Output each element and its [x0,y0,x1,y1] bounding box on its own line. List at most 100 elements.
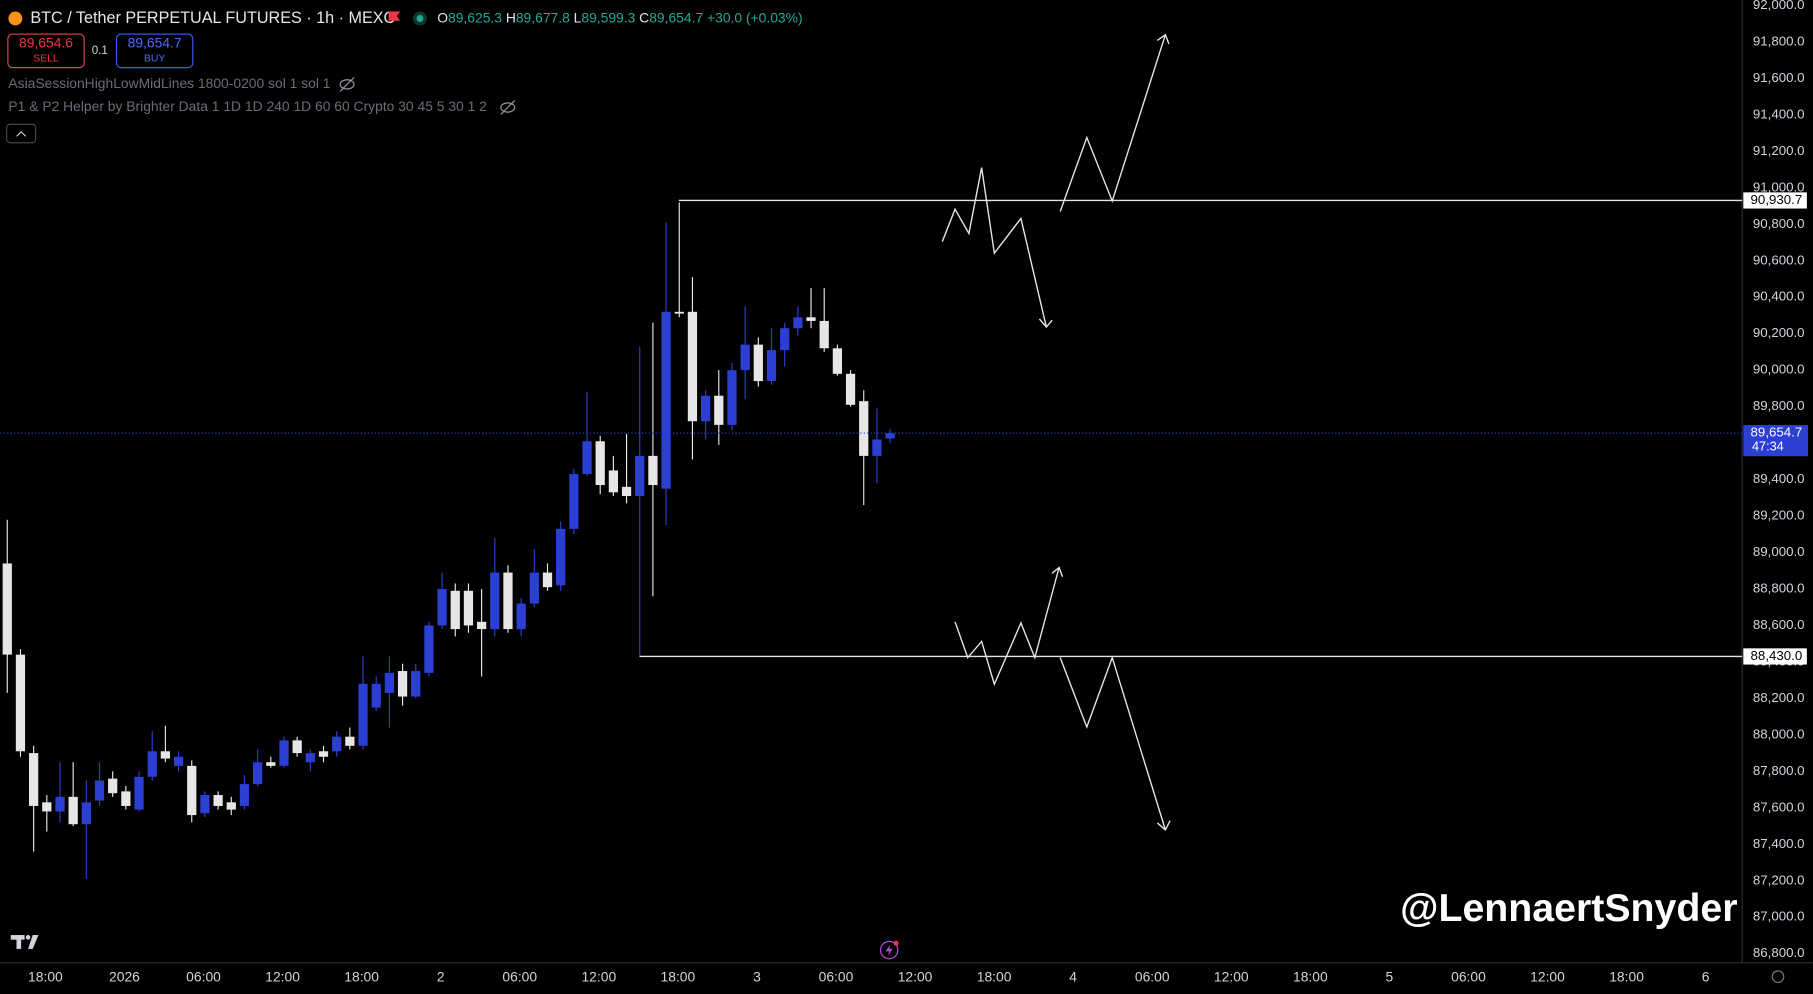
candle-body [2,563,12,655]
candle-body [463,590,474,626]
quantity[interactable]: 0.1 [92,45,108,57]
last-price-label: 89,654.7 [1751,425,1803,440]
candle-body [15,654,26,752]
candle-body [226,802,236,810]
x-tick-label: 2026 [109,968,140,984]
settings-icon[interactable] [1771,970,1785,984]
y-tick-label: 89,200.0 [1753,508,1805,523]
x-tick-label: 12:00 [898,968,933,984]
y-tick-label: 90,200.0 [1753,325,1805,340]
candle-body [793,317,803,329]
candle-body [727,370,737,425]
ohlc-value: 89,654.7 [649,9,703,25]
x-tick-label: 06:00 [502,968,537,984]
x-tick-label: 6 [1702,968,1710,984]
candle-body [160,751,171,759]
ohlc-change: +30.0 (+0.03%) [707,9,803,25]
candle-body [872,439,882,456]
candle-body [424,625,434,673]
candle-body [621,486,632,496]
candle-body [529,572,539,604]
candle-body [358,683,368,746]
x-tick-label: 3 [753,968,761,984]
x-tick-label: 2 [437,968,445,984]
x-tick-label: 4 [1069,968,1077,984]
level-label: 90,930.7 [1751,192,1803,207]
drawings [941,33,1171,831]
y-tick-label: 90,600.0 [1753,252,1805,267]
x-tick-label: 12:00 [581,968,616,984]
candle-body [753,344,763,382]
candle-body [714,395,724,425]
arrow-head [1156,820,1171,831]
candle-body [147,751,157,777]
ohlc-values: O89,625.3 H89,677.8 L89,599.3 C89,654.7 … [437,9,802,25]
y-tick-label: 88,600.0 [1753,617,1805,632]
scenario-path [1059,34,1167,212]
candle-body [766,350,777,382]
eye-icon[interactable] [339,77,355,92]
x-tick-label: 18:00 [1609,968,1644,984]
candle-body [661,311,671,489]
candle-body [885,433,895,439]
ohlc-value: 89,677.8 [516,9,570,25]
tv-logo[interactable] [10,935,39,949]
symbol-icon[interactable] [8,11,23,26]
candle-body [121,791,131,806]
y-tick-label: 91,400.0 [1753,106,1805,121]
x-tick-label: 06:00 [1135,968,1170,984]
y-tick-label: 88,000.0 [1753,726,1805,741]
alert-badge [893,940,899,946]
candle-body [569,474,579,529]
eye-icon[interactable] [500,100,516,115]
candle-body [332,736,342,752]
candle-body [582,441,592,475]
sell-price: 89,654.6 [19,35,73,51]
candle-body [595,441,605,486]
y-tick-label: 86,800.0 [1753,945,1805,960]
y-tick-label: 87,600.0 [1753,799,1805,814]
arrow-head [1038,318,1053,329]
sell-label: SELL [33,54,59,65]
candle-body [266,762,276,766]
alert-icon[interactable] [879,940,899,960]
candle-body [859,401,869,456]
x-tick-label: 18:00 [977,968,1012,984]
level-label: 88,430.0 [1751,648,1803,663]
x-tick-label: 18:00 [344,968,379,984]
ohlc-key: O [437,9,448,25]
arrow-head [1051,566,1064,577]
x-tick-label: 06:00 [186,968,221,984]
candle-body [305,753,315,763]
x-tick-label: 06:00 [819,968,854,984]
buy-button[interactable] [115,33,194,69]
candle-body [503,572,513,630]
buy-label: BUY [144,54,165,65]
arrow-head [1156,33,1170,45]
y-tick-label: 92,000.0 [1753,0,1805,12]
candle-body [279,740,289,766]
candle-body [318,751,329,757]
candle-body [490,572,500,630]
indicator-label[interactable]: P1 & P2 Helper by Brighter Data 1 1D 1D … [8,98,487,114]
candle-body [55,796,65,812]
y-tick-label: 91,000.0 [1753,179,1805,194]
y-tick-label: 87,200.0 [1753,872,1805,887]
collapse-button[interactable] [6,123,37,144]
indicator-label[interactable]: AsiaSessionHighLowMidLines 1800-0200 sol… [8,75,330,91]
ohlc-key: L [574,9,582,25]
candle-body [81,802,91,825]
candle-body [187,765,197,816]
candle-body [648,455,658,486]
symbol-title[interactable]: BTC / Tether PERPETUAL FUTURES · 1h · ME… [30,9,395,27]
flag-icon[interactable] [388,11,401,21]
buy-price: 89,654.7 [128,35,182,51]
alert-bolt [885,944,893,956]
candle-body [42,802,52,812]
candle-body [687,311,698,422]
sell-button[interactable] [7,33,85,69]
candle-body [806,317,816,321]
candle-body [384,672,395,693]
